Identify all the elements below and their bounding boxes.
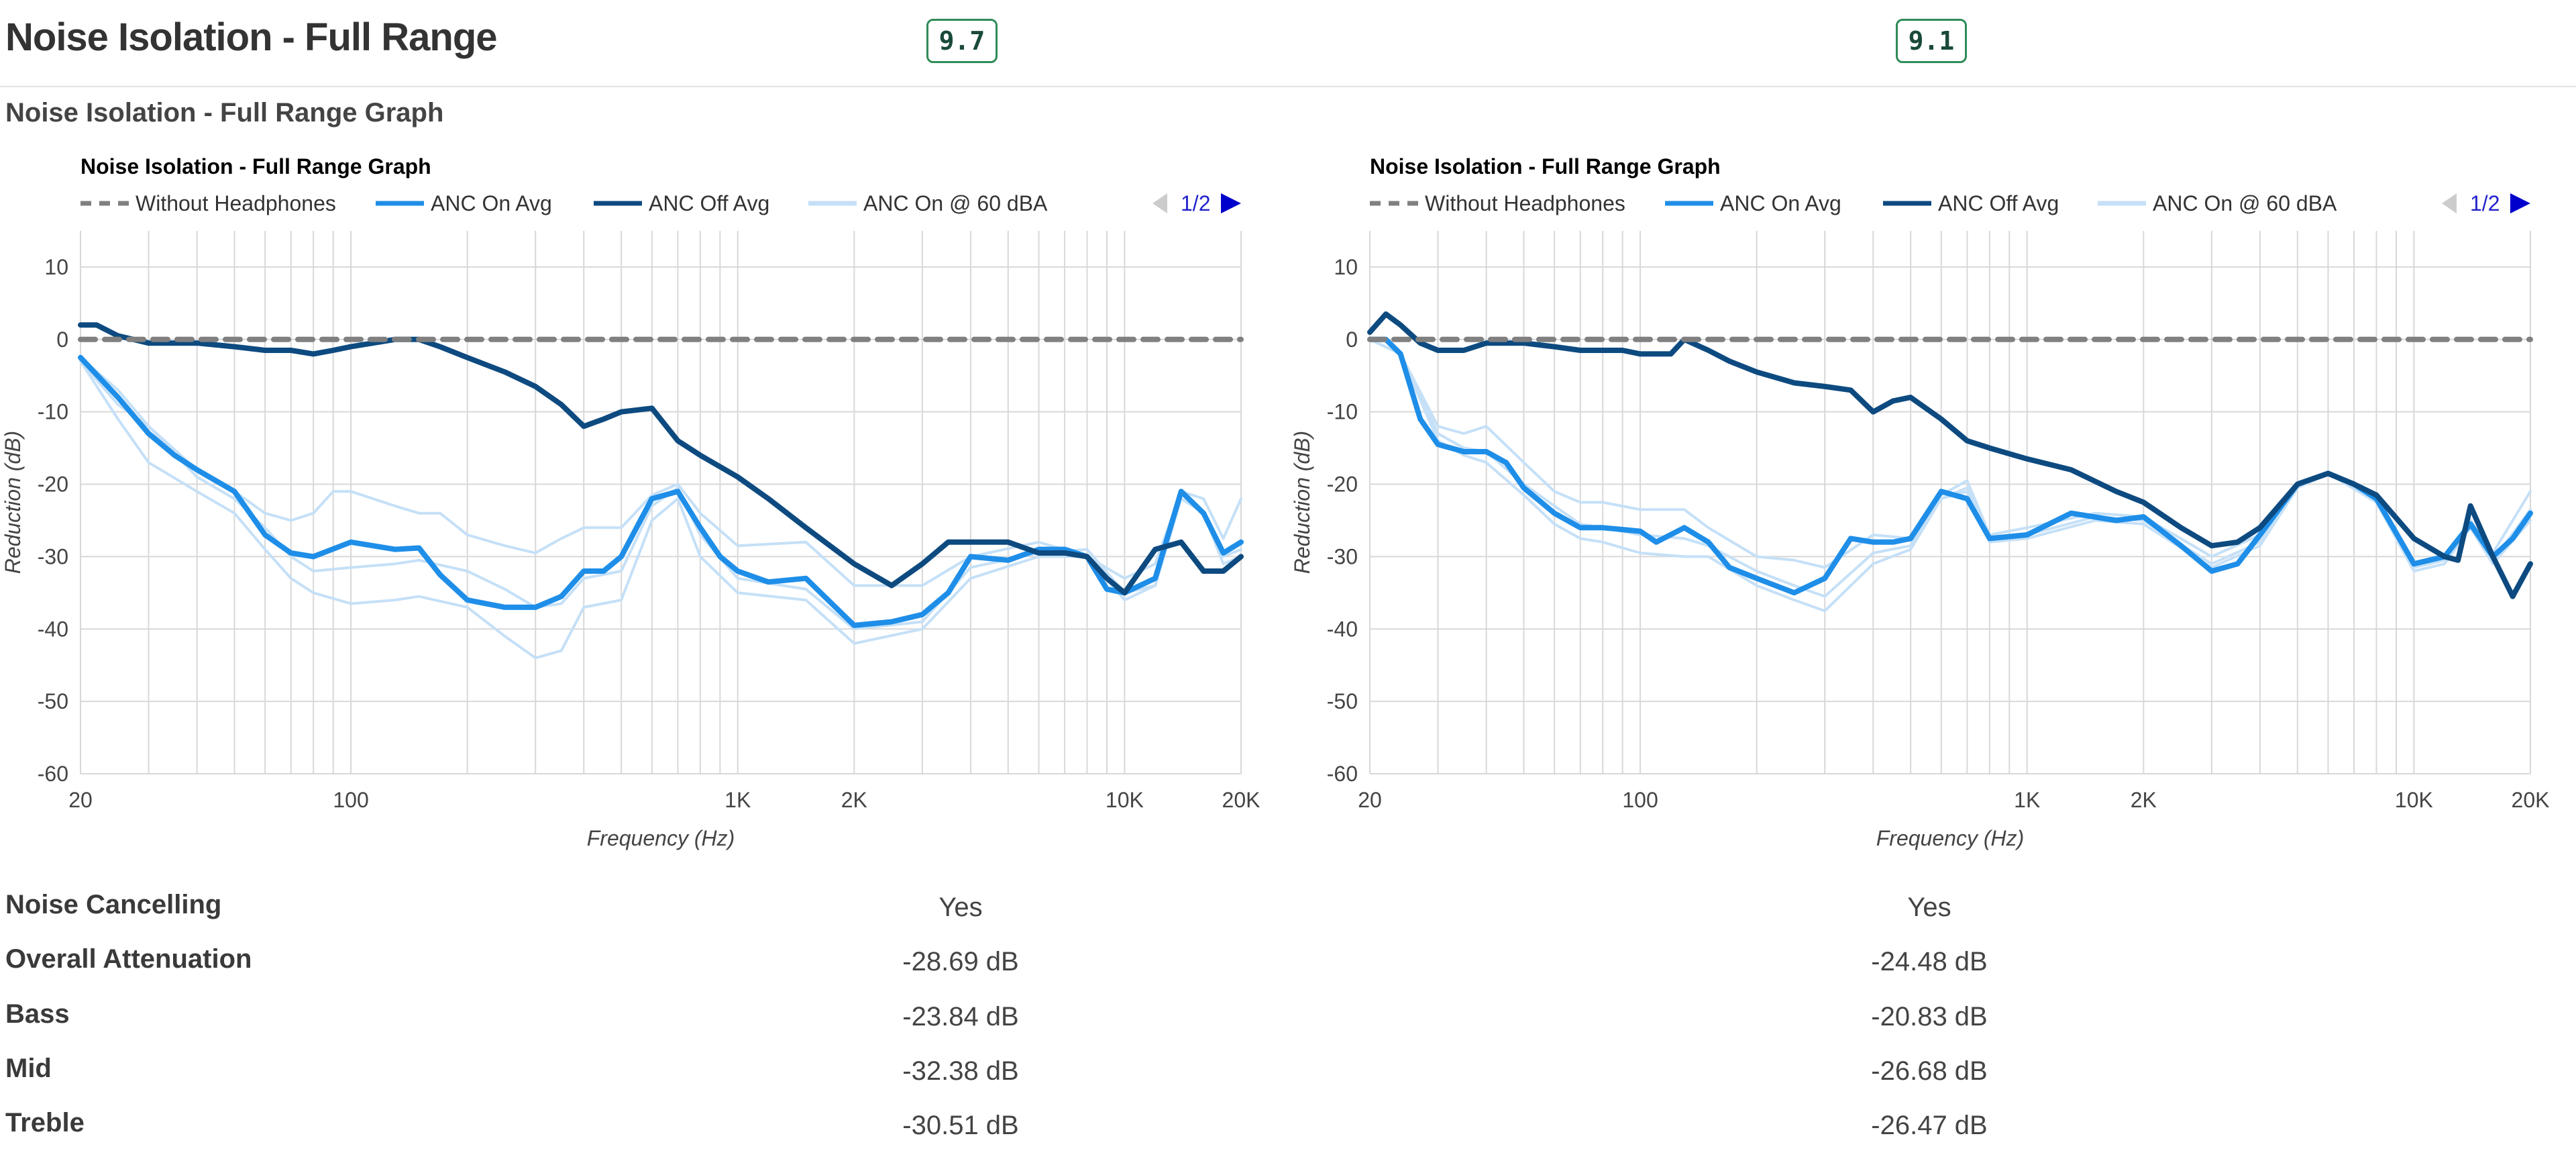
chart-left: Noise Isolation - Full Range Graph Withou… (1, 154, 1260, 850)
y-tick-label: -30 (1327, 544, 1358, 568)
y-tick-label: 0 (56, 327, 68, 352)
x-axis-title: Frequency (Hz) (1876, 826, 2025, 850)
stat-row-treble: Treble -30.51 dB -26.47 dB (0, 1101, 2576, 1156)
y-tick-label: 10 (44, 255, 68, 279)
chart-title: Noise Isolation - Full Range Graph (80, 154, 431, 179)
y-tick-label: -10 (1327, 400, 1358, 424)
series-line-anc-on-60-dba (79, 360, 1242, 660)
stat-value-right: -20.83 dB (1871, 1002, 1988, 1031)
stat-value-left: -28.69 dB (902, 947, 1019, 976)
legend-item-anc-on-avg[interactable]: ANC On Avg (1720, 191, 1841, 215)
x-tick-label: 10K (1106, 788, 1144, 812)
stat-value-right: -26.47 dB (1871, 1111, 1988, 1140)
series-line-anc-on-60-dba (1368, 338, 2532, 613)
stat-value-left: -23.84 dB (902, 1002, 1019, 1031)
pager-next-icon[interactable] (1221, 193, 1241, 213)
stat-label: Bass (5, 999, 70, 1029)
header: Noise Isolation - Full Range 9.7 9.1 (0, 0, 2576, 87)
legend-item-anc-on-60-dba[interactable]: ANC On @ 60 dBA (863, 191, 1048, 215)
y-tick-label: -50 (38, 689, 68, 713)
y-tick-label: -60 (38, 762, 68, 786)
stat-label: Noise Cancelling (5, 890, 222, 919)
legend-item-anc-off-avg[interactable]: ANC Off Avg (1938, 191, 2059, 215)
y-tick-label: -40 (38, 617, 68, 641)
y-axis-title: Reduction (dB) (1290, 431, 1314, 574)
stat-label: Overall Attenuation (5, 944, 252, 974)
pager-next-icon[interactable] (2510, 193, 2530, 213)
x-tick-label: 100 (333, 788, 368, 812)
x-tick-label: 20 (1358, 788, 1382, 812)
stat-row-bass: Bass -23.84 dB -20.83 dB (0, 993, 2576, 1048)
chart-title: Noise Isolation - Full Range Graph (1370, 154, 1721, 179)
x-tick-label: 1K (2014, 788, 2040, 812)
pager-label: 1/2 (1181, 191, 1210, 215)
page-title: Noise Isolation - Full Range (5, 15, 498, 59)
stat-value-right: Yes (1907, 893, 1951, 922)
x-tick-label: 20K (1222, 788, 1260, 812)
chart-panel-right: Noise Isolation - Full Range Graph Withou… (1289, 145, 2576, 859)
y-tick-label: -20 (1327, 472, 1358, 497)
y-tick-label: -50 (1327, 689, 1358, 713)
series-line-anc-on-60-dba (1368, 338, 2532, 569)
x-tick-label: 2K (841, 788, 867, 812)
x-tick-label: 2K (2131, 788, 2157, 812)
legend-item-anc-off-avg[interactable]: ANC Off Avg (649, 191, 769, 215)
legend-item-without-headphones[interactable]: Without Headphones (136, 191, 336, 215)
series-line-anc-off-avg (1367, 311, 2533, 599)
x-tick-label: 1K (724, 788, 751, 812)
pager-prev-icon[interactable] (1152, 193, 1167, 213)
legend-item-anc-on-avg[interactable]: ANC On Avg (431, 191, 552, 215)
y-tick-label: -10 (38, 400, 68, 424)
series-line-anc-on-60-dba (79, 356, 1242, 631)
y-tick-label: 0 (1346, 327, 1358, 352)
legend-item-without-headphones[interactable]: Without Headphones (1425, 191, 1625, 215)
y-tick-label: -40 (1327, 617, 1358, 641)
y-tick-label: -60 (1327, 762, 1358, 786)
stat-value-left: Yes (938, 893, 983, 922)
x-tick-label: 20K (2512, 788, 2550, 812)
series-line-anc-on-60-dba (1368, 338, 2532, 598)
legend-item-anc-on-60-dba[interactable]: ANC On @ 60 dBA (2153, 191, 2337, 215)
pager-label: 1/2 (2470, 191, 2500, 215)
stat-row-mid: Mid -32.38 dB -26.68 dB (0, 1047, 2576, 1102)
stat-label: Treble (5, 1108, 85, 1138)
score-badge-right: 9.1 (1896, 19, 1967, 63)
stat-value-left: -32.38 dB (902, 1056, 1019, 1086)
x-axis-title: Frequency (Hz) (587, 826, 735, 850)
y-tick-label: -20 (38, 472, 68, 497)
section-title: Noise Isolation - Full Range Graph (5, 98, 444, 128)
stat-value-right: -26.68 dB (1871, 1056, 1988, 1086)
stat-value-right: -24.48 dB (1871, 947, 1988, 976)
y-tick-label: -30 (38, 544, 68, 568)
stat-value-left: -30.51 dB (902, 1111, 1019, 1140)
series-line-anc-on-avg (1367, 336, 2533, 596)
chart-right: Noise Isolation - Full Range Graph Withou… (1290, 154, 2550, 850)
stat-label: Mid (5, 1054, 52, 1083)
x-tick-label: 100 (1622, 788, 1658, 812)
chart-panel-left: Noise Isolation - Full Range Graph Withou… (0, 145, 1288, 859)
pager-prev-icon[interactable] (2442, 193, 2457, 213)
x-tick-label: 10K (2395, 788, 2433, 812)
x-tick-label: 20 (68, 788, 93, 812)
stat-row-noise-cancelling: Noise Cancelling Yes Yes (0, 883, 2576, 938)
y-axis-title: Reduction (dB) (1, 431, 25, 574)
score-badge-left: 9.7 (926, 19, 998, 63)
series-line-anc-off-avg (78, 322, 1244, 596)
y-tick-label: 10 (1334, 255, 1358, 279)
stat-row-overall-attenuation: Overall Attenuation -28.69 dB -24.48 dB (0, 938, 2576, 993)
